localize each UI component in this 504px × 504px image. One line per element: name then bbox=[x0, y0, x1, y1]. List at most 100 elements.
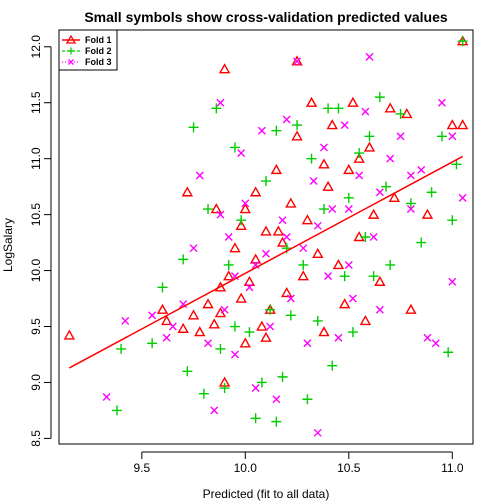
fold-2-point bbox=[223, 259, 234, 270]
y-tick-label: 10.5 bbox=[29, 203, 43, 227]
y-tick-label: 11.5 bbox=[29, 91, 43, 114]
fold-3-point bbox=[224, 233, 233, 241]
fold-2-point bbox=[271, 125, 282, 136]
fold-2-point bbox=[229, 321, 240, 332]
y-tick-label: 12.0 bbox=[29, 35, 43, 59]
fold-3-point bbox=[189, 244, 198, 253]
fold-1-point bbox=[456, 119, 469, 130]
fold-3-point bbox=[230, 350, 239, 359]
fold-1-point bbox=[281, 287, 293, 298]
fold-3-point bbox=[340, 121, 349, 130]
fold-2-point bbox=[292, 120, 303, 131]
fold-2-point bbox=[116, 343, 127, 354]
fold-1-point bbox=[229, 242, 241, 253]
legend-label-fold-3: Fold 3 bbox=[85, 57, 112, 67]
fold-2-point bbox=[182, 366, 193, 377]
legend-box bbox=[58, 29, 118, 71]
x-tick-label: 10.0 bbox=[234, 461, 258, 475]
fold-3-point bbox=[355, 171, 364, 180]
fold-2-point bbox=[339, 271, 350, 282]
fold-1-point bbox=[312, 247, 324, 258]
fold-1-point bbox=[405, 303, 417, 314]
fold-1-point bbox=[260, 331, 272, 342]
fold-1-point bbox=[318, 158, 330, 169]
fold-1-point bbox=[332, 259, 345, 270]
fold-1-point bbox=[363, 141, 376, 152]
fold-3-point bbox=[278, 216, 287, 225]
fold-2-point bbox=[312, 315, 323, 326]
fold-3-point bbox=[245, 283, 254, 292]
fold-1-point bbox=[322, 180, 334, 191]
fold-3-point bbox=[344, 205, 353, 214]
fold-2-point bbox=[343, 192, 354, 203]
fold-2-point bbox=[285, 310, 296, 321]
fold-1-point bbox=[210, 203, 223, 214]
fold-1-point bbox=[177, 322, 189, 333]
fold-1-point bbox=[285, 197, 297, 208]
fold-3-point bbox=[448, 277, 457, 286]
fold-3-point bbox=[431, 339, 440, 348]
fold-3-point bbox=[423, 333, 432, 342]
fold-3-point bbox=[458, 193, 467, 202]
fold-1-point bbox=[367, 208, 380, 219]
fold-2-point bbox=[236, 215, 247, 226]
fold-2-point bbox=[318, 204, 329, 215]
data-points bbox=[63, 35, 469, 437]
fold-2-point bbox=[451, 159, 462, 170]
fold-1-point bbox=[239, 203, 251, 214]
fold-1-point bbox=[235, 292, 247, 303]
fold-1-point bbox=[235, 219, 247, 231]
fold-2-point bbox=[215, 343, 226, 354]
fold-1-point bbox=[239, 337, 251, 348]
fold-3-point bbox=[216, 98, 225, 107]
legend-label-fold-2: Fold 2 bbox=[85, 46, 112, 56]
fold-2-point bbox=[277, 371, 288, 382]
fit-lines bbox=[68, 155, 464, 369]
fold-3-point bbox=[303, 339, 312, 348]
chart-title: Small symbols show cross-validation pred… bbox=[84, 9, 448, 25]
triangle-icon bbox=[65, 34, 77, 44]
fold-2-point bbox=[111, 405, 122, 416]
fold-2-point bbox=[447, 215, 458, 226]
fold-3-point bbox=[375, 305, 384, 314]
fold-1-point bbox=[446, 119, 458, 130]
fold-3-point bbox=[348, 294, 357, 303]
fold-2-point bbox=[374, 92, 385, 103]
fold-2-point bbox=[436, 131, 447, 142]
x-axis: 9.5 10.0 10.5 11.0 bbox=[133, 451, 464, 475]
fold-3-point bbox=[266, 322, 275, 331]
plus-icon bbox=[67, 47, 75, 55]
fold-1-point bbox=[256, 320, 268, 331]
fold-1-point bbox=[181, 186, 194, 197]
fold-1-point bbox=[305, 96, 318, 107]
fold-1-point bbox=[187, 309, 200, 320]
fold-2-point bbox=[203, 204, 214, 215]
x-tick-label: 11.0 bbox=[441, 461, 464, 475]
x-tick-label: 9.5 bbox=[133, 461, 150, 475]
fold-2-point bbox=[306, 153, 317, 164]
fold-1-point bbox=[218, 63, 231, 74]
legend-label-fold-1: Fold 1 bbox=[85, 35, 112, 45]
fold-1-point bbox=[63, 329, 76, 340]
y-tick-label: 9.5 bbox=[29, 318, 43, 335]
fold-1-point bbox=[297, 270, 309, 281]
fold-2-point bbox=[364, 131, 375, 142]
fold-3-point bbox=[309, 177, 318, 186]
fold-2-point bbox=[416, 237, 427, 248]
fold-1-point bbox=[353, 152, 365, 163]
fold-3-point bbox=[237, 149, 246, 158]
fold-3-point bbox=[257, 126, 266, 135]
legend-item-fold-1: Fold 1 bbox=[62, 34, 112, 45]
fold-3-point bbox=[272, 395, 281, 404]
fold-2-point bbox=[443, 347, 454, 358]
fold-3-point bbox=[216, 210, 225, 219]
fold-1-point bbox=[223, 270, 235, 281]
fold-1-point bbox=[291, 130, 303, 141]
fold-1-point bbox=[338, 298, 351, 309]
fold-3-point bbox=[344, 260, 353, 269]
fold-2-point bbox=[271, 416, 282, 427]
fold-2-point bbox=[395, 108, 406, 119]
fold-3-point bbox=[328, 205, 337, 214]
fold-3-point bbox=[361, 107, 370, 116]
fold-1-point bbox=[214, 281, 227, 292]
